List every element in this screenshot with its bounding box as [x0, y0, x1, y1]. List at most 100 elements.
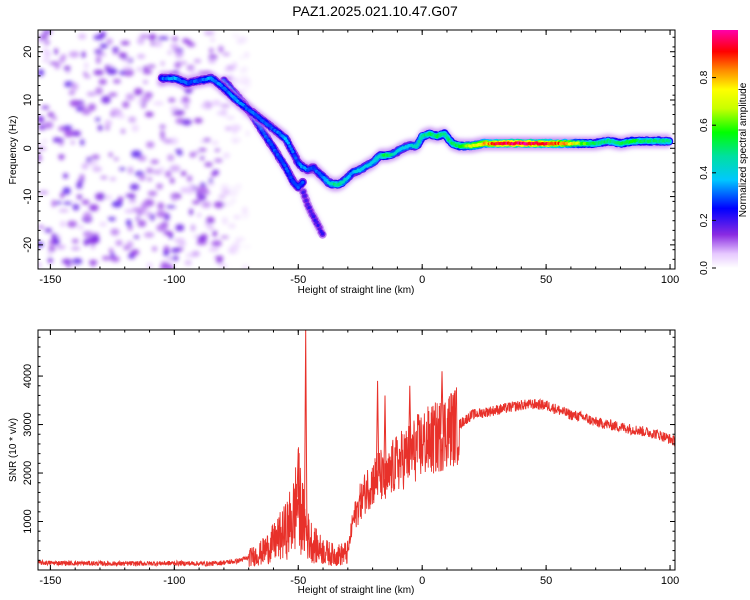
noise-blob — [216, 111, 223, 115]
noise-blob — [99, 31, 106, 39]
spectral-branch-mark — [274, 150, 278, 154]
noise-blob — [156, 183, 164, 190]
noise-blob — [236, 76, 246, 82]
noise-blob — [128, 116, 137, 123]
top-ytick-label: -20 — [22, 237, 34, 253]
noise-blob — [98, 78, 107, 85]
spectral-ridge-mark — [667, 139, 671, 143]
noise-blob — [203, 30, 215, 36]
noise-blob — [164, 170, 172, 178]
noise-blob — [77, 225, 85, 230]
bot-xtick-label: 0 — [419, 575, 425, 587]
colorbar-label: Normalized spectral amplitude — [738, 82, 749, 217]
noise-blob — [211, 101, 222, 107]
noise-blob — [72, 258, 83, 265]
noise-blob — [140, 201, 149, 210]
noise-blob — [110, 256, 120, 263]
noise-blob — [241, 211, 250, 220]
noise-blob — [82, 71, 88, 76]
noise-blob — [112, 46, 120, 52]
snr-axes: -150 -100 -50 0 50 100 1000 2000 3000 4000 — [22, 330, 679, 587]
noise-blob — [88, 103, 96, 111]
noise-blob — [111, 200, 123, 208]
noise-blob — [211, 239, 223, 247]
noise-blob — [175, 224, 185, 232]
noise-blob — [123, 68, 134, 77]
snr-content — [38, 330, 675, 568]
noise-blob — [222, 216, 228, 225]
snr-spike — [303, 330, 308, 529]
noise-blob — [63, 125, 73, 130]
noise-blob — [186, 42, 196, 48]
noise-blob — [234, 249, 240, 253]
noise-blob — [59, 220, 66, 227]
noise-blob — [179, 61, 188, 65]
noise-blob — [222, 52, 231, 57]
spectral-branch-mark — [265, 136, 269, 140]
noise-blob — [136, 67, 142, 72]
noise-blob — [42, 48, 49, 52]
spectral-tail-mark — [317, 227, 322, 231]
spectral-branch-mark — [262, 131, 266, 136]
noise-blob — [206, 181, 215, 187]
noise-blob — [81, 163, 89, 170]
noise-blob — [220, 104, 231, 108]
noise-blob — [109, 177, 117, 181]
colorbar-tick-label: 0.8 — [699, 70, 710, 84]
spectral-tail-mark — [320, 232, 325, 236]
noise-blob — [241, 66, 248, 73]
noise-blob — [200, 156, 205, 161]
noise-blob — [214, 158, 223, 163]
snr-ylabel: SNR (10 * v/v) — [8, 418, 19, 482]
noise-blob — [58, 140, 64, 146]
noise-blob — [240, 114, 249, 119]
noise-blob — [38, 262, 42, 268]
noise-blob — [86, 91, 97, 97]
snr-spike — [408, 385, 412, 454]
noise-blob — [131, 124, 139, 132]
noise-blob — [92, 232, 100, 236]
noise-blob — [228, 201, 233, 207]
noise-blob — [204, 162, 213, 167]
noise-blob — [76, 182, 83, 189]
noise-blob — [170, 137, 179, 145]
noise-blob — [95, 117, 101, 122]
spectral-branch-mark — [269, 143, 274, 147]
top-ytick-label: -10 — [22, 189, 34, 205]
noise-blob — [221, 108, 228, 117]
noise-blob — [150, 213, 155, 221]
bot-xtick-label: -50 — [290, 575, 306, 587]
spectral-branch-mark — [301, 180, 305, 184]
noise-blob — [90, 244, 96, 250]
noise-blob — [232, 128, 237, 135]
spectral-tail-mark — [309, 209, 313, 213]
noise-blob — [135, 217, 140, 221]
bot-xtick-label: 100 — [661, 575, 679, 587]
noise-blob — [190, 224, 196, 232]
snr-panel: -150 -100 -50 0 50 100 1000 2000 3000 4000 Height… — [8, 329, 679, 596]
noise-blob — [210, 37, 216, 43]
noise-blob — [55, 244, 66, 250]
noise-blob — [42, 30, 52, 35]
noise-blob — [122, 101, 130, 109]
noise-blob — [144, 111, 154, 118]
noise-blob — [38, 190, 49, 195]
noise-blob — [224, 126, 232, 131]
noise-blob — [58, 208, 69, 213]
spectral-tail-mark — [304, 199, 308, 203]
snr-frame — [37, 329, 676, 571]
noise-blob — [76, 106, 83, 112]
noise-blob — [196, 240, 208, 246]
spectrogram-content — [38, 30, 674, 269]
noise-blob — [59, 154, 64, 161]
noise-blob — [186, 175, 193, 182]
noise-blob — [171, 36, 179, 42]
noise-blob — [56, 138, 65, 142]
snr-spike — [375, 380, 380, 477]
noise-blob — [126, 240, 134, 249]
noise-blob — [181, 119, 192, 126]
noise-blob — [108, 92, 118, 97]
noise-blob — [147, 177, 153, 182]
